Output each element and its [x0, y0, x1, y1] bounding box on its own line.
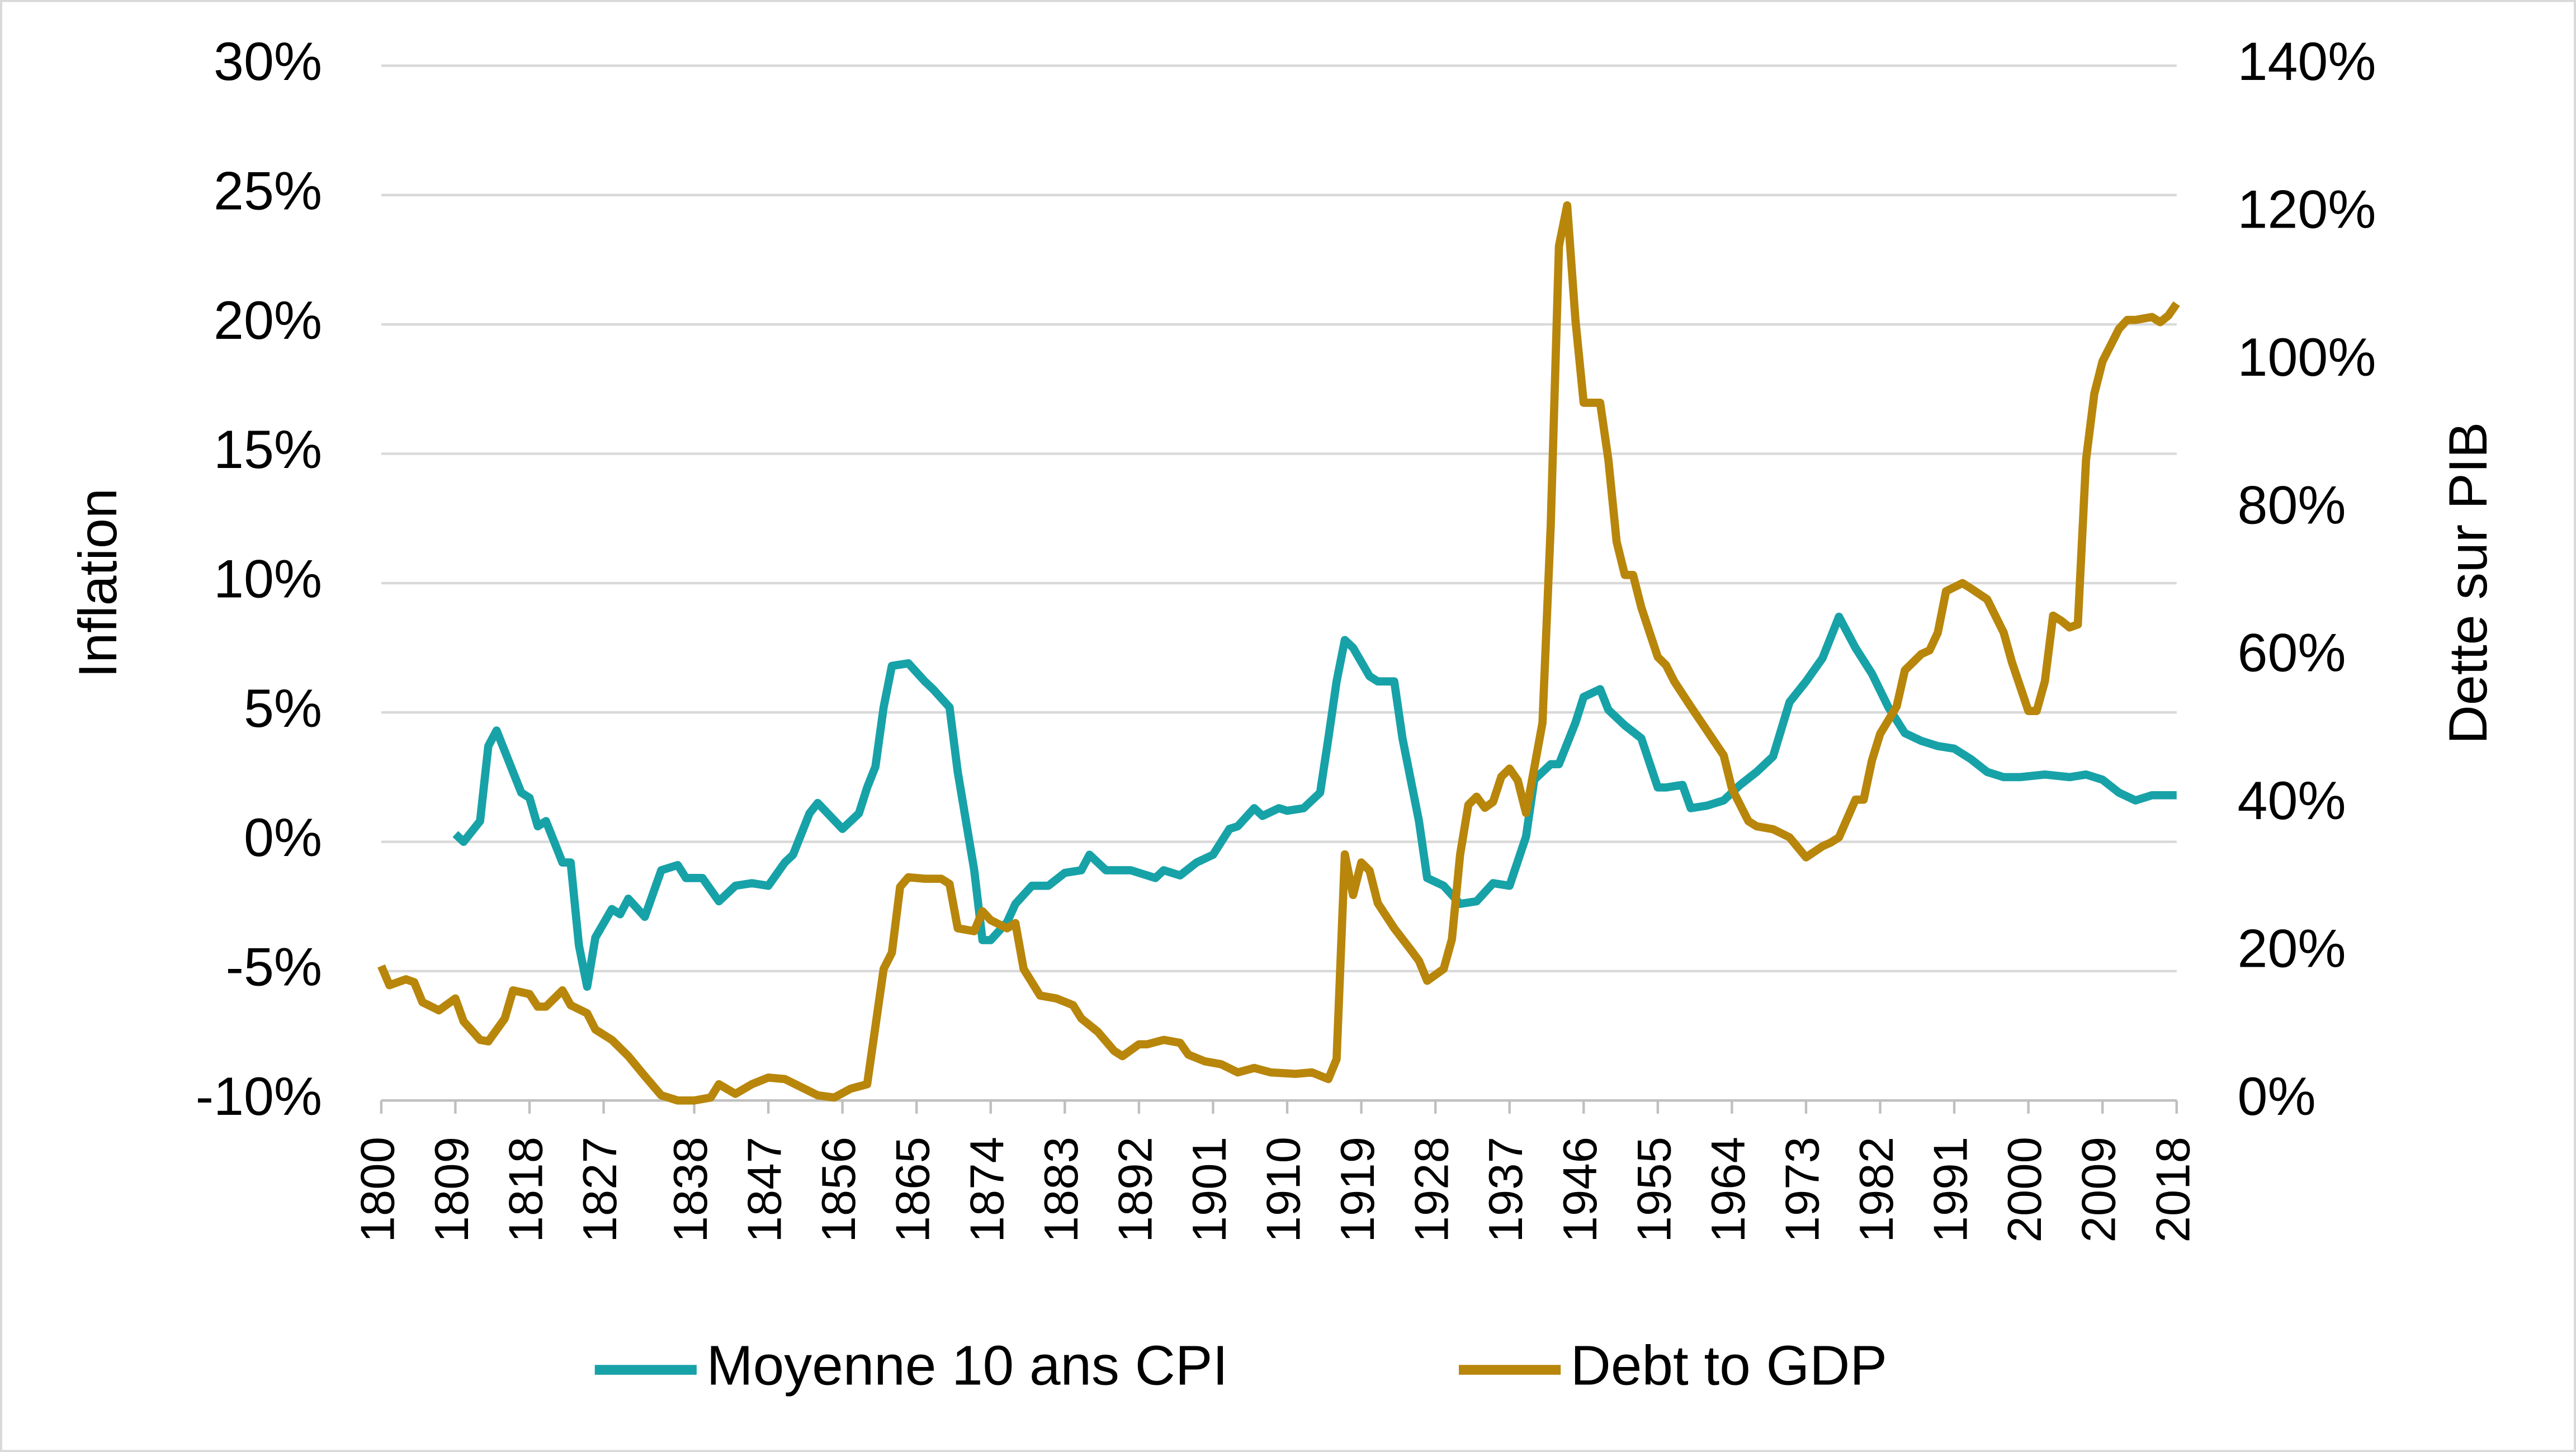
x-tick-label: 1809: [426, 1137, 479, 1243]
x-tick-label: 2009: [2073, 1137, 2126, 1243]
x-tick-label: 1827: [574, 1137, 627, 1243]
y-tick-label: 10%: [214, 548, 322, 609]
x-tick-label: 1838: [664, 1137, 717, 1243]
y2-tick-label: 120%: [2238, 179, 2376, 240]
y2-tick-label: 60%: [2238, 622, 2346, 683]
x-tick-label: 1856: [812, 1137, 866, 1243]
x-tick-label: 1991: [1925, 1137, 1978, 1243]
y-tick-label: -10%: [196, 1066, 322, 1127]
y-axis-title: Inflation: [67, 488, 128, 678]
y-tick-label: 20%: [214, 290, 322, 351]
legend-label: Debt to GDP: [1571, 1335, 1887, 1397]
y-tick-label: 25%: [214, 160, 322, 221]
y-tick-label: 15%: [214, 419, 322, 480]
x-tick-label: 1982: [1850, 1137, 1903, 1243]
x-tick-label: 1800: [351, 1137, 404, 1243]
x-tick-label: 1955: [1628, 1137, 1681, 1243]
data-line: [377, 201, 2180, 1105]
y2-tick-label: 100%: [2238, 327, 2376, 387]
x-tick-label: 1883: [1035, 1137, 1088, 1243]
y2-tick-label: 0%: [2238, 1066, 2316, 1127]
x-tick-label: 1946: [1554, 1137, 1607, 1243]
x-tick-label: 2000: [1998, 1137, 2052, 1243]
x-tick-label: 1910: [1258, 1137, 1311, 1243]
y-tick-label: -5%: [226, 937, 322, 997]
y2-tick-label: 80%: [2238, 474, 2346, 535]
x-tick-label: 1865: [887, 1137, 940, 1243]
data-line: [452, 612, 2177, 991]
x-tick-label: 1847: [739, 1137, 792, 1243]
x-tick-label: 1928: [1406, 1137, 1459, 1243]
y2-tick-label: 140%: [2238, 31, 2376, 92]
x-tick-label: 1919: [1331, 1137, 1384, 1243]
x-tick-label: 2018: [2147, 1137, 2200, 1243]
legend-label: Moyenne 10 ans CPI: [707, 1335, 1228, 1397]
x-tick-label: 1964: [1702, 1137, 1755, 1243]
y-tick-label: 5%: [244, 678, 322, 739]
y-tick-label: 0%: [244, 807, 322, 868]
y2-tick-label: 40%: [2238, 770, 2346, 831]
x-tick-label: 1901: [1183, 1137, 1236, 1243]
x-tick-label: 1818: [499, 1137, 552, 1243]
x-tick-label: 1874: [961, 1137, 1014, 1243]
y-tick-label: 30%: [214, 31, 322, 92]
y2-axis-title: Dette sur PIB: [2437, 422, 2498, 744]
x-tick-label: 1937: [1480, 1137, 1533, 1243]
y2-tick-label: 20%: [2238, 918, 2346, 979]
x-tick-label: 1973: [1776, 1137, 1829, 1243]
x-tick-label: 1892: [1109, 1137, 1162, 1243]
